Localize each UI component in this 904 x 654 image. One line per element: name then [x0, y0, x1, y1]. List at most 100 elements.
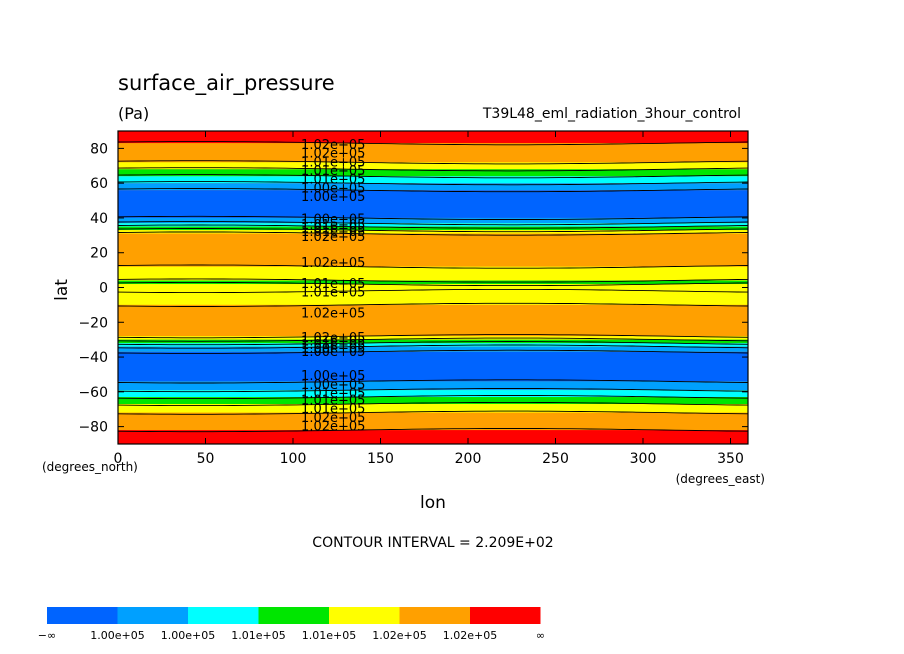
y-tick-label: 60 [90, 176, 108, 192]
run-name-label: T39L48_eml_radiation_3hour_control [482, 106, 741, 122]
contour-band [118, 343, 748, 347]
units-label: (Pa) [118, 104, 149, 123]
contour-line [117, 174, 749, 179]
colorbar-swatch [47, 607, 118, 624]
contour-band [118, 346, 748, 352]
contour-band [118, 430, 748, 444]
contour-label: 1.01e+05 [301, 221, 365, 236]
contour-line [117, 224, 749, 229]
contour-label: 1.00e+05 [301, 181, 365, 196]
contour-label: 1.00e+05 [301, 341, 365, 356]
colorbar-swatch [329, 607, 400, 624]
contour-line [117, 395, 749, 400]
contour-line [117, 428, 749, 433]
contour-label: 1.02e+05 [301, 138, 365, 153]
contour-label: 1.02e+05 [301, 307, 365, 322]
colorbar-label: 1.02e+05 [372, 629, 426, 642]
contour-line [117, 167, 749, 172]
contour-label: 1.02e+05 [301, 230, 365, 245]
contour-band [118, 223, 748, 227]
contour-band [118, 336, 748, 340]
x-tick-label: 100 [280, 451, 307, 467]
contour-label: 1.02e+05 [301, 411, 365, 426]
contour-band [118, 284, 748, 305]
x-tick-label: 350 [717, 451, 744, 467]
y-tick-label: −80 [78, 420, 108, 436]
contour-band [118, 190, 748, 218]
contour-lines-layer [117, 141, 749, 433]
contour-band [118, 412, 748, 431]
x-tick-label: 150 [367, 451, 394, 467]
colorbar-label: 1.02e+05 [443, 629, 497, 642]
contour-line [117, 401, 749, 407]
contour-line [117, 181, 749, 186]
colorbar-swatch [117, 607, 188, 624]
y-tick-label: 0 [99, 281, 108, 297]
colorbar-label: 1.00e+05 [161, 629, 215, 642]
contour-band [118, 339, 748, 344]
colorbar-label: 1.01e+05 [231, 629, 285, 642]
contour-line [117, 341, 749, 346]
contour-line [117, 221, 749, 226]
contour-label: 1.01e+05 [301, 394, 365, 409]
contour-line [117, 281, 749, 287]
colorbar-label: −∞ [38, 629, 56, 642]
contour-band [118, 162, 748, 170]
contour-line [117, 302, 749, 307]
y-units-label: (degrees_north) [42, 460, 138, 474]
contour-band [118, 143, 748, 163]
contour-interval-label: CONTOUR INTERVAL = 2.209E+02 [312, 535, 553, 551]
contour-band [118, 266, 748, 281]
axes-layer: 0 50 100 150 200 250 300 350 −80 −60 −40 −20 0 20 40 60… [78, 131, 748, 467]
colorbar-swatch [258, 607, 329, 624]
contour-label: 1.01e+05 [301, 286, 365, 301]
contour-band [118, 397, 748, 405]
colorbar-label: 1.01e+05 [302, 629, 356, 642]
contour-line [117, 388, 749, 393]
contour-line [117, 141, 749, 146]
contour-band [118, 176, 748, 184]
contour-label: 1.01e+05 [301, 173, 365, 188]
x-tick-label: 200 [455, 451, 482, 467]
contour-line [117, 288, 749, 294]
contour-line [117, 215, 749, 220]
contour-line [117, 410, 749, 415]
contour-line [117, 344, 749, 349]
contour-label: 1.00e+05 [301, 345, 365, 360]
contour-band [118, 169, 748, 177]
contour-band [118, 226, 748, 231]
contour-label: 1.01e+05 [301, 218, 365, 233]
contour-line [117, 337, 749, 342]
x-tick-label: 250 [542, 451, 569, 467]
contour-label: 1.00e+05 [301, 190, 365, 205]
y-tick-label: −40 [78, 350, 108, 366]
colorbar-swatch [188, 607, 259, 624]
contour-band [118, 390, 748, 398]
contour-label: 1.01e+05 [301, 387, 365, 402]
contour-band [118, 404, 748, 413]
contour-band [118, 183, 748, 191]
contour-label: 1.02e+05 [301, 420, 365, 435]
contour-line [117, 228, 749, 233]
contour-label: 1.00e+05 [301, 369, 365, 384]
contour-line [117, 334, 749, 339]
contour-band [118, 304, 748, 337]
colorbar-label: 1.00e+05 [90, 629, 144, 642]
y-tick-label: −60 [78, 385, 108, 401]
contour-line [117, 231, 749, 236]
contour-label: 1.01e+05 [301, 334, 365, 349]
contour-line [117, 278, 749, 283]
contour-line [117, 349, 749, 354]
x-units-label: (degrees_east) [676, 472, 765, 486]
contour-label: 1.00e+05 [301, 378, 365, 393]
y-tick-label: −20 [78, 315, 108, 331]
contour-band [118, 351, 748, 382]
contour-label: 1.01e+05 [301, 225, 365, 240]
chart-title: surface_air_pressure [118, 71, 335, 96]
contour-line [117, 379, 749, 384]
x-tick-label: 50 [197, 451, 215, 467]
contour-band [118, 131, 748, 144]
x-axis-label: lon [420, 493, 446, 513]
contour-label: 1.01e+05 [301, 402, 365, 417]
x-tick-label: 0 [114, 451, 123, 467]
